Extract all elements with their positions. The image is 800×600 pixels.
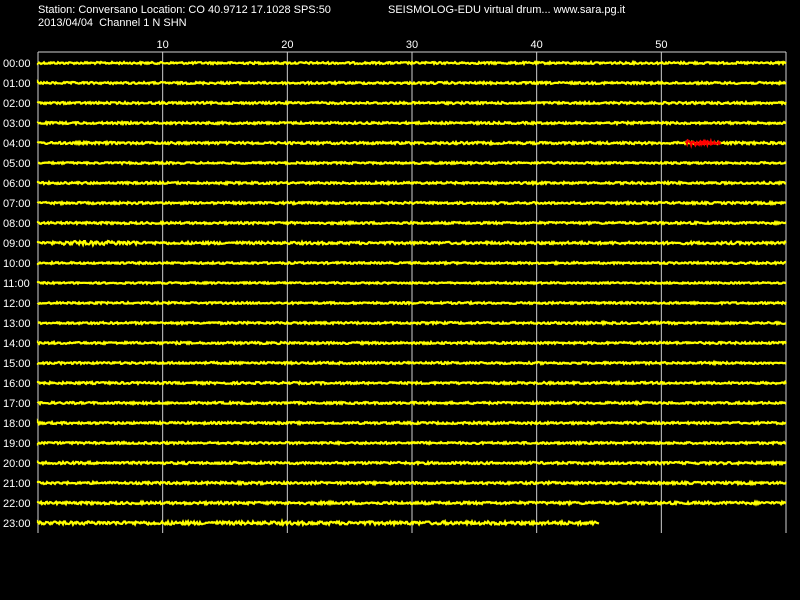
hour-labels: 00:00 01:00 02:00 03:00 04:00 05:00 06:00 07:00… (3, 58, 31, 530)
trace-line (36, 59, 787, 67)
earthquake-event-trace (685, 137, 722, 150)
hour-label: 07:00 (3, 198, 31, 210)
app-title: SEISMOLOG-EDU virtual drum... www.sara.p… (388, 4, 626, 16)
hour-label: 04:00 (3, 138, 31, 150)
station-info: Station: Conversano Location: CO 40.9712… (38, 4, 331, 16)
grid-lines (37, 51, 787, 533)
hour-label: 16:00 (3, 378, 31, 390)
trace-line (37, 319, 787, 327)
hour-label: 08:00 (3, 218, 31, 230)
hour-label: 19:00 (3, 438, 31, 450)
hour-label: 11:00 (3, 278, 30, 290)
hour-label: 02:00 (3, 98, 31, 110)
hour-label: 14:00 (3, 338, 31, 350)
hour-label: 12:00 (3, 298, 31, 310)
trace-line (36, 479, 787, 487)
hour-label: 03:00 (3, 118, 31, 130)
hour-label: 22:00 (3, 498, 31, 510)
hour-label: 17:00 (3, 398, 31, 410)
trace-line (36, 280, 787, 286)
seismic-traces (36, 59, 787, 528)
hour-label: 18:00 (3, 418, 31, 430)
trace-line (36, 219, 787, 227)
hour-label: 20:00 (3, 458, 31, 470)
hour-label: 13:00 (3, 318, 31, 330)
x-tick-labels: 10 20 30 40 50 (157, 39, 668, 51)
trace-line (36, 399, 787, 407)
trace-line (36, 79, 787, 87)
hour-label: 23:00 (3, 518, 31, 530)
trace-line (36, 459, 787, 467)
trace-line (36, 99, 787, 107)
hour-label: 01:00 (3, 78, 31, 90)
x-tick-label: 40 (531, 39, 543, 51)
hour-label: 15:00 (3, 358, 31, 370)
x-tick-label: 20 (281, 39, 293, 51)
trace-line (37, 160, 787, 166)
x-tick-label: 50 (655, 39, 667, 51)
trace-line (36, 299, 787, 306)
hour-label: 10:00 (3, 258, 31, 270)
trace-line (36, 259, 787, 266)
trace-line (36, 359, 787, 367)
trace-line (36, 199, 786, 207)
trace-line (36, 239, 787, 248)
hour-label: 09:00 (3, 238, 31, 250)
date-channel-info: 2013/04/04 Channel 1 N SHN (38, 17, 187, 29)
trace-line (36, 379, 787, 387)
trace-line (36, 179, 787, 187)
trace-line (36, 139, 786, 147)
hour-label: 05:00 (3, 158, 31, 170)
trace-line (36, 119, 787, 127)
trace-line (36, 339, 787, 346)
hour-label: 06:00 (3, 178, 31, 190)
x-tick-label: 30 (406, 39, 418, 51)
trace-line (36, 499, 786, 507)
hour-label: 00:00 (3, 58, 31, 70)
hour-label: 21:00 (3, 478, 31, 490)
x-tick-label: 10 (157, 39, 169, 51)
trace-line (36, 439, 787, 447)
trace-line (36, 418, 786, 427)
trace-line (36, 518, 600, 528)
